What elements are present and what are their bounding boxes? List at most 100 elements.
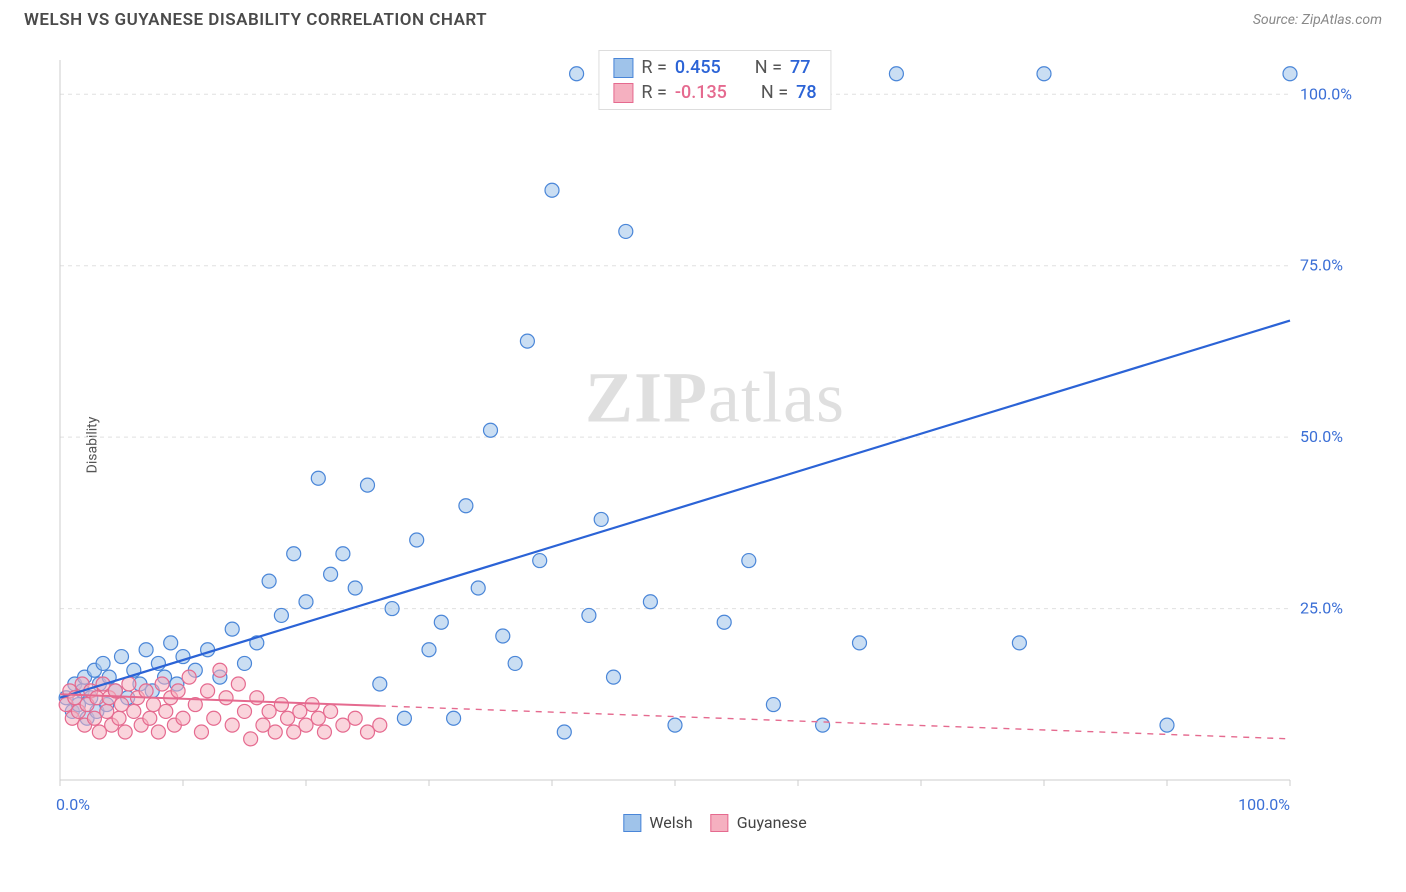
data-point <box>287 725 301 739</box>
data-point <box>155 677 169 691</box>
data-point <box>118 725 132 739</box>
data-point <box>889 67 903 81</box>
data-point <box>311 711 325 725</box>
data-point <box>92 725 106 739</box>
data-point <box>139 643 153 657</box>
header: WELSH VS GUYANESE DISABILITY CORRELATION… <box>0 0 1406 36</box>
data-point <box>459 499 473 513</box>
legend-item: Guyanese <box>711 811 807 834</box>
data-point <box>262 704 276 718</box>
data-point <box>213 663 227 677</box>
y-tick-label: 100.0% <box>1300 84 1352 103</box>
data-point <box>115 650 129 664</box>
data-point <box>207 711 221 725</box>
legend-n-value: 77 <box>790 57 810 78</box>
legend-label: Guyanese <box>737 813 807 832</box>
data-point <box>717 615 731 629</box>
scatter-plot: 25.0%50.0%75.0%100.0%0.0%100.0% <box>50 50 1380 840</box>
data-point <box>112 711 126 725</box>
legend-r-label: R = <box>641 82 666 103</box>
data-point <box>317 725 331 739</box>
correlation-legend: R =0.455N =77R =-0.135N =78 <box>598 50 831 110</box>
data-point <box>336 547 350 561</box>
data-point <box>146 698 160 712</box>
data-point <box>127 704 141 718</box>
data-point <box>422 643 436 657</box>
data-point <box>100 704 114 718</box>
trend-line-extrapolated <box>380 706 1290 739</box>
legend-r-value: -0.135 <box>675 82 727 103</box>
data-point <box>533 554 547 568</box>
data-point <box>225 622 239 636</box>
x-label-right: 100.0% <box>1238 795 1290 814</box>
data-point <box>311 471 325 485</box>
data-point <box>766 698 780 712</box>
data-point <box>299 718 313 732</box>
data-point <box>164 636 178 650</box>
data-point <box>219 691 233 705</box>
data-point <box>262 574 276 588</box>
data-point <box>238 704 252 718</box>
legend-swatch <box>623 814 641 832</box>
data-point <box>410 533 424 547</box>
legend-swatch <box>711 814 729 832</box>
data-point <box>96 656 110 670</box>
legend-r-value: 0.455 <box>675 57 721 78</box>
data-point <box>385 602 399 616</box>
data-point <box>194 725 208 739</box>
chart-title: WELSH VS GUYANESE DISABILITY CORRELATION… <box>24 10 487 30</box>
data-point <box>619 224 633 238</box>
y-tick-label: 25.0% <box>1300 599 1343 618</box>
data-point <box>87 711 101 725</box>
data-point <box>373 718 387 732</box>
data-point <box>176 711 190 725</box>
data-point <box>348 711 362 725</box>
data-point <box>643 595 657 609</box>
data-point <box>508 656 522 670</box>
chart-area: Disability 25.0%50.0%75.0%100.0%0.0%100.… <box>50 50 1380 840</box>
data-point <box>299 595 313 609</box>
legend-row: R = -0.135 N = 78 <box>613 80 816 105</box>
data-point <box>397 711 411 725</box>
data-point <box>668 718 682 732</box>
data-point <box>324 704 338 718</box>
legend-item: Welsh <box>623 811 692 834</box>
data-point <box>520 334 534 348</box>
data-point <box>1283 67 1297 81</box>
data-point <box>182 670 196 684</box>
data-point <box>250 691 264 705</box>
data-point <box>151 725 165 739</box>
data-point <box>557 725 571 739</box>
data-point <box>594 512 608 526</box>
data-point <box>143 711 157 725</box>
data-point <box>816 718 830 732</box>
data-point <box>225 718 239 732</box>
data-point <box>373 677 387 691</box>
y-tick-label: 75.0% <box>1300 256 1343 275</box>
series-legend: Welsh Guyanese <box>623 811 806 834</box>
data-point <box>545 183 559 197</box>
source-attribution: Source: ZipAtlas.com <box>1253 12 1382 28</box>
data-point <box>256 718 270 732</box>
data-point <box>171 684 185 698</box>
data-point <box>742 554 756 568</box>
data-point <box>159 704 173 718</box>
data-point <box>201 684 215 698</box>
data-point <box>231 677 245 691</box>
legend-r-label: R = <box>641 57 666 78</box>
data-point <box>1012 636 1026 650</box>
data-point <box>293 704 307 718</box>
x-label-left: 0.0% <box>56 795 90 814</box>
legend-label: Welsh <box>649 813 692 832</box>
legend-row: R = 0.455 N = 77 <box>613 55 816 80</box>
legend-n-value: 78 <box>796 82 816 103</box>
data-point <box>336 718 350 732</box>
data-point <box>361 725 375 739</box>
data-point <box>361 478 375 492</box>
data-point <box>853 636 867 650</box>
legend-n-label: N = <box>761 82 788 103</box>
legend-n-label: N = <box>755 57 782 78</box>
data-point <box>447 711 461 725</box>
data-point <box>471 581 485 595</box>
data-point <box>1037 67 1051 81</box>
